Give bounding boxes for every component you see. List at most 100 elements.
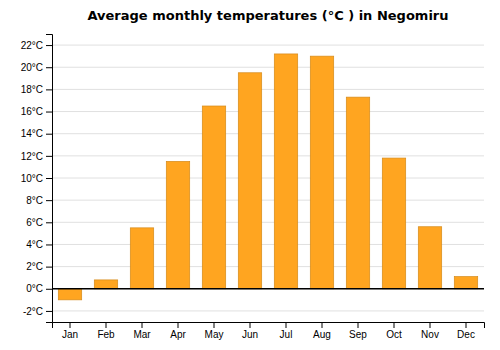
x-tick-label: Oct — [386, 329, 402, 340]
x-tick-label: Dec — [457, 329, 475, 340]
x-tick-mark — [70, 322, 71, 328]
y-tick-label: -2°C — [23, 306, 43, 317]
bars — [58, 54, 477, 300]
x-tick-label: Nov — [421, 329, 439, 340]
title: Average monthly temperatures (°C ) in Ne… — [87, 8, 448, 23]
x-tick-label: Feb — [97, 329, 115, 340]
y-tick-label: 22°C — [21, 40, 43, 51]
x-tick-mark — [394, 322, 395, 328]
y-tick-mark — [46, 200, 52, 201]
y-tick-mark — [46, 45, 52, 46]
y-tick-mark — [46, 134, 52, 135]
y-tick: 0°C — [26, 283, 52, 294]
x-tick: Aug — [313, 322, 331, 340]
y-tick-mark — [46, 156, 52, 157]
bar — [418, 227, 441, 289]
plot: -2°C 0°C 2°C 4°C 6°C 8°C 10°C 12°C 14°C 16°C 18°C 2… — [21, 35, 485, 341]
x-tick-label: Jan — [62, 329, 78, 340]
bar — [130, 228, 153, 289]
x-tick-label: Apr — [170, 329, 186, 340]
x-tick-mark — [178, 322, 179, 328]
y-tick-mark — [46, 222, 52, 223]
y-tick: 16°C — [21, 106, 52, 117]
grid-line — [52, 45, 484, 46]
grid-line — [52, 178, 484, 179]
bar — [454, 277, 477, 289]
x-tick-mark — [430, 322, 431, 328]
y-tick-mark — [46, 267, 52, 268]
x-tick-label: Jul — [280, 329, 293, 340]
x-tick-label: Sep — [349, 329, 367, 340]
y-tick-label: 8°C — [26, 195, 43, 206]
x-tick-mark — [106, 322, 107, 328]
grid-line — [52, 310, 484, 311]
x-tick-mark — [286, 322, 287, 328]
x-tick: Nov — [421, 322, 439, 340]
x-tick-mark — [214, 322, 215, 328]
x-tick: Jun — [242, 322, 258, 340]
y-tick: 20°C — [21, 62, 52, 73]
grid-line — [52, 89, 484, 90]
y-tick: -2°C — [23, 306, 52, 317]
y-tick-mark — [46, 112, 52, 113]
x-tick: Feb — [97, 322, 115, 340]
y-tick-label: 4°C — [26, 239, 43, 250]
y-tick: 14°C — [21, 128, 52, 139]
grid — [52, 45, 484, 311]
x-tick: Apr — [170, 322, 186, 340]
y-tick-label: 14°C — [21, 128, 43, 139]
x-tick-mark — [250, 322, 251, 328]
y-tick-mark — [46, 178, 52, 179]
y-tick-label: 20°C — [21, 62, 43, 73]
y-tick: 6°C — [26, 217, 52, 228]
grid-line — [52, 67, 484, 68]
y-tick: 4°C — [26, 239, 52, 250]
x-tick: Jul — [280, 322, 293, 340]
x-tick-label: Mar — [133, 329, 151, 340]
x-tick: Oct — [386, 322, 402, 340]
x-axis-line — [53, 323, 485, 329]
y-tick: 10°C — [21, 173, 52, 184]
grid-line — [52, 133, 484, 134]
chart: Average monthly temperatures (°C ) in Ne… — [0, 0, 500, 350]
y-tick-mark — [46, 89, 52, 90]
y-tick: 18°C — [21, 84, 52, 95]
baseline — [52, 288, 484, 290]
x-axis: Jan Feb Mar Apr May Jun Jul Aug Sep Oct Nov Dec — [53, 322, 485, 340]
y-tick-mark — [46, 67, 52, 68]
y-tick: 12°C — [21, 151, 52, 162]
grid-line — [52, 222, 484, 223]
y-tick-label: 10°C — [21, 173, 43, 184]
y-tick-label: 16°C — [21, 106, 43, 117]
y-tick-mark — [46, 289, 52, 290]
y-tick-mark — [46, 311, 52, 312]
grid-line — [52, 288, 484, 289]
grid-line — [52, 155, 484, 156]
x-tick-label: Jun — [242, 329, 258, 340]
y-tick-label: 18°C — [21, 84, 43, 95]
x-tick: Mar — [133, 322, 151, 340]
x-tick: Dec — [457, 322, 475, 340]
y-tick-label: 2°C — [26, 261, 43, 272]
x-tick-mark — [142, 322, 143, 328]
x-tick: May — [205, 322, 224, 340]
y-axis: -2°C 0°C 2°C 4°C 6°C 8°C 10°C 12°C 14°C 16°C 18°C 2… — [21, 35, 53, 323]
bar — [202, 106, 225, 289]
y-tick-mark — [46, 244, 52, 245]
x-tick-mark — [358, 322, 359, 328]
bar — [94, 280, 117, 289]
x-tick-label: Aug — [313, 329, 331, 340]
bar — [166, 161, 189, 288]
y-tick-label: 6°C — [26, 217, 43, 228]
bar — [238, 73, 261, 289]
y-tick: 8°C — [26, 195, 52, 206]
y-tick-label: 0°C — [26, 283, 43, 294]
y-tick: 22°C — [21, 40, 52, 51]
bar — [274, 54, 297, 289]
x-tick-mark — [322, 322, 323, 328]
bar — [58, 289, 81, 300]
grid-line — [52, 200, 484, 201]
x-tick: Jan — [62, 322, 78, 340]
x-tick: Sep — [349, 322, 367, 340]
y-axis-line — [46, 35, 53, 323]
